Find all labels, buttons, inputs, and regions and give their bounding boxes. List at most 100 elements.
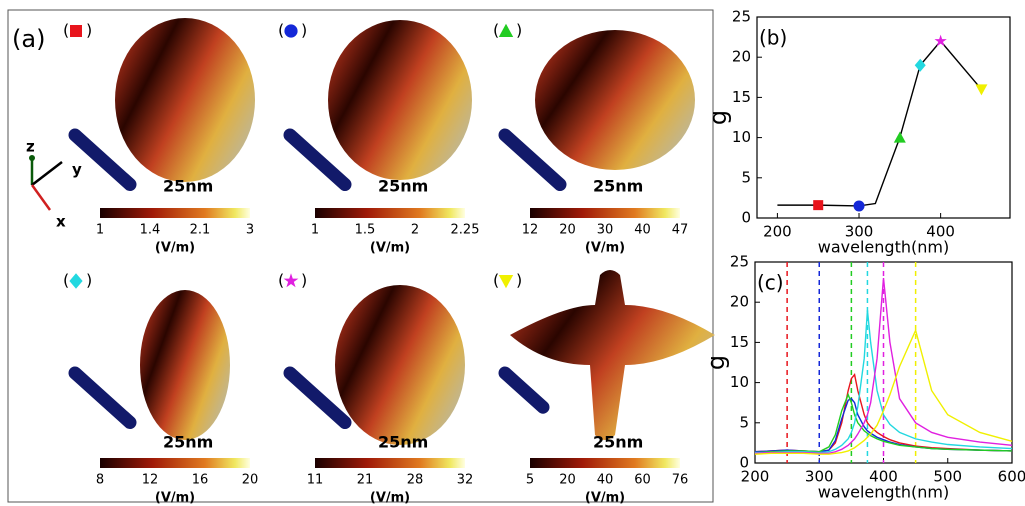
colorbar-tick-label: 11 bbox=[307, 473, 324, 488]
colorbar-tick-label: 1.5 bbox=[355, 223, 376, 238]
cell-marker bbox=[284, 24, 298, 38]
nanorod bbox=[68, 128, 137, 191]
colorbar-tick-label: 40 bbox=[634, 223, 651, 238]
x-tick-label: 500 bbox=[933, 468, 962, 486]
y-tick-label: 10 bbox=[732, 128, 751, 146]
scale-label: 25nm bbox=[378, 433, 428, 452]
axis-arrow bbox=[31, 161, 63, 186]
axis-label: y bbox=[72, 161, 82, 179]
colorbar-tick-label: 60 bbox=[634, 473, 651, 488]
bracket: ) bbox=[86, 271, 92, 290]
x-tick-label: 300 bbox=[805, 468, 834, 486]
bracket: ( bbox=[63, 271, 69, 290]
y-tick-label: 25 bbox=[730, 253, 749, 271]
y-tick-label: 5 bbox=[739, 413, 749, 431]
y-tick-label: 20 bbox=[730, 293, 749, 311]
marker bbox=[934, 34, 947, 47]
y-axis-label: g bbox=[702, 355, 730, 370]
colorbar-unit: (V/m) bbox=[155, 491, 195, 506]
x-tick-label: 200 bbox=[741, 468, 770, 486]
colorbar-tick-label: 2.1 bbox=[190, 223, 211, 238]
colorbar-tick-label: 76 bbox=[672, 473, 689, 488]
colorbar-tick-label: 40 bbox=[597, 473, 614, 488]
colorbar-tick-label: 16 bbox=[192, 473, 209, 488]
x-tick-label: 200 bbox=[763, 223, 792, 241]
cell-marker bbox=[70, 25, 82, 37]
colorbar-tick-label: 28 bbox=[407, 473, 424, 488]
colorbar-tick-label: 2.25 bbox=[451, 223, 480, 238]
field-shape bbox=[510, 270, 715, 440]
colorbar-unit: (V/m) bbox=[585, 241, 625, 256]
colorbar bbox=[315, 208, 465, 218]
x-tick-label: 400 bbox=[869, 468, 898, 486]
y-tick-label: 10 bbox=[730, 373, 749, 391]
x-tick-label: 600 bbox=[998, 468, 1025, 486]
cell-marker bbox=[498, 23, 514, 37]
axis-label: x bbox=[56, 213, 66, 231]
y-tick-label: 5 bbox=[741, 168, 751, 186]
colorbar bbox=[315, 458, 465, 468]
series-line bbox=[777, 40, 982, 207]
colorbar bbox=[100, 458, 250, 468]
cell-marker bbox=[498, 275, 514, 289]
cell-marker bbox=[283, 273, 299, 288]
scale-label: 25nm bbox=[163, 433, 213, 452]
field-shape bbox=[115, 18, 255, 182]
bracket: ) bbox=[301, 271, 307, 290]
colorbar-tick-label: 12 bbox=[142, 473, 159, 488]
field-shape bbox=[140, 290, 230, 440]
y-axis-label: g bbox=[704, 110, 732, 125]
colorbar-tick-label: 20 bbox=[242, 473, 259, 488]
colorbar-unit: (V/m) bbox=[155, 241, 195, 256]
colorbar-tick-label: 21 bbox=[357, 473, 374, 488]
bracket: ( bbox=[278, 21, 284, 40]
bracket: ( bbox=[278, 271, 284, 290]
colorbar-tick-label: 8 bbox=[96, 473, 104, 488]
scale-label: 25nm bbox=[378, 177, 428, 196]
colorbar bbox=[530, 458, 680, 468]
colorbar-tick-label: 1.4 bbox=[140, 223, 161, 238]
field-shape bbox=[335, 285, 465, 445]
nanorod bbox=[68, 366, 137, 429]
scale-label: 25nm bbox=[593, 177, 643, 196]
x-tick-label: 300 bbox=[845, 223, 874, 241]
nanorod bbox=[283, 366, 352, 429]
colorbar bbox=[100, 208, 250, 218]
x-axis-label: wavelength(nm) bbox=[818, 483, 949, 502]
scale-label: 25nm bbox=[593, 433, 643, 452]
colorbar-tick-label: 1 bbox=[311, 223, 319, 238]
axis-label: z bbox=[26, 138, 35, 156]
cell-marker bbox=[69, 273, 83, 289]
field-shape bbox=[535, 30, 695, 170]
y-tick-label: 25 bbox=[732, 8, 751, 26]
panel-a-frame bbox=[7, 9, 714, 503]
series-line bbox=[754, 278, 1013, 455]
colorbar-tick-label: 5 bbox=[526, 473, 534, 488]
nanorod bbox=[283, 128, 352, 191]
axis-arrow bbox=[30, 184, 52, 211]
scale-label: 25nm bbox=[163, 177, 213, 196]
colorbar-tick-label: 1 bbox=[96, 223, 104, 238]
bracket: ) bbox=[86, 21, 92, 40]
colorbar-tick-label: 32 bbox=[457, 473, 474, 488]
panel-label: (b) bbox=[759, 26, 787, 50]
colorbar-tick-label: 3 bbox=[246, 223, 254, 238]
axis-arrow bbox=[29, 155, 35, 161]
y-tick-label: 0 bbox=[739, 454, 749, 472]
marker bbox=[813, 200, 824, 211]
colorbar-tick-label: 20 bbox=[559, 473, 576, 488]
marker bbox=[914, 58, 926, 72]
y-tick-label: 15 bbox=[730, 333, 749, 351]
x-tick-label: 400 bbox=[926, 223, 955, 241]
colorbar-unit: (V/m) bbox=[585, 491, 625, 506]
series-line bbox=[754, 328, 1013, 455]
series-line bbox=[754, 392, 1013, 454]
bracket: ( bbox=[493, 271, 499, 290]
colorbar bbox=[530, 208, 680, 218]
bracket: ) bbox=[516, 21, 522, 40]
bracket: ) bbox=[301, 21, 307, 40]
colorbar-tick-label: 47 bbox=[672, 223, 689, 238]
nanorod bbox=[498, 128, 567, 191]
colorbar-unit: (V/m) bbox=[370, 241, 410, 256]
